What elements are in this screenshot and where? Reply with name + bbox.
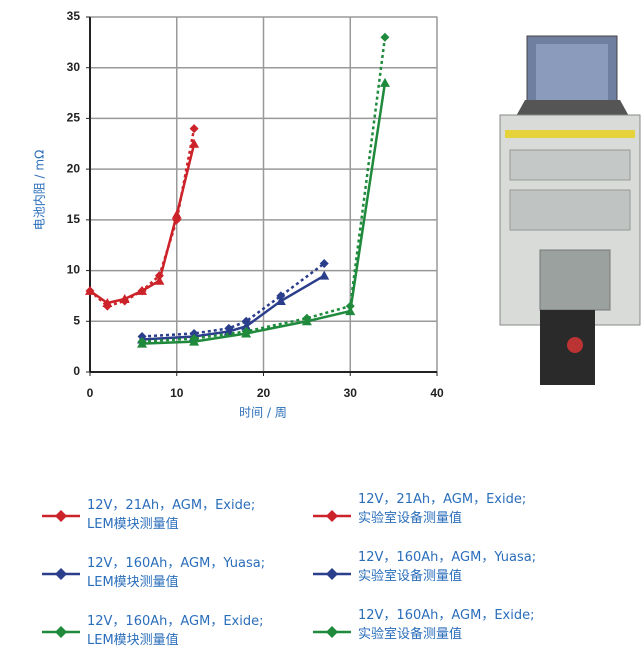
legend-marker bbox=[326, 510, 338, 522]
y-tick-label: 15 bbox=[67, 212, 81, 226]
legend-label: 12V，160Ah，AGM，Exide; LEM模块测量值 bbox=[87, 612, 263, 650]
page: {"chart_data": {"type": "line", "x_label… bbox=[0, 0, 644, 655]
x-tick-label: 30 bbox=[344, 386, 358, 400]
x-tick-label: 40 bbox=[430, 386, 444, 400]
y-tick-label: 10 bbox=[67, 263, 81, 277]
x-axis-label: 时间 / 周 bbox=[239, 406, 287, 420]
x-tick-label: 0 bbox=[87, 386, 94, 400]
y-tick-label: 25 bbox=[67, 111, 81, 125]
x-tick-label: 10 bbox=[170, 386, 184, 400]
y-axis-label: 电池内阻 / mΩ bbox=[33, 150, 47, 231]
legend-marker bbox=[326, 568, 338, 580]
x-tick-label: 20 bbox=[257, 386, 271, 400]
y-tick-label: 0 bbox=[73, 364, 80, 378]
legend-label: 12V，160Ah，AGM，Exide; 实验室设备测量值 bbox=[358, 606, 534, 644]
equipment-photo bbox=[500, 36, 640, 385]
y-tick-label: 20 bbox=[67, 161, 81, 175]
legend-marker bbox=[55, 568, 67, 580]
legend-label: 12V，21Ah，AGM，Exide; LEM模块测量值 bbox=[87, 496, 255, 534]
y-tick-label: 30 bbox=[67, 60, 81, 74]
legend-marker bbox=[55, 510, 67, 522]
legend-label: 12V，160Ah，AGM，Yuasa; LEM模块测量值 bbox=[87, 554, 265, 592]
y-tick-label: 5 bbox=[73, 313, 80, 327]
legend-label: 12V，21Ah，AGM，Exide; 实验室设备测量值 bbox=[358, 490, 526, 528]
y-tick-label: 35 bbox=[67, 9, 81, 23]
legend-label: 12V，160Ah，AGM，Yuasa; 实验室设备测量值 bbox=[358, 548, 536, 586]
legend-marker bbox=[55, 626, 67, 638]
legend-marker bbox=[326, 626, 338, 638]
